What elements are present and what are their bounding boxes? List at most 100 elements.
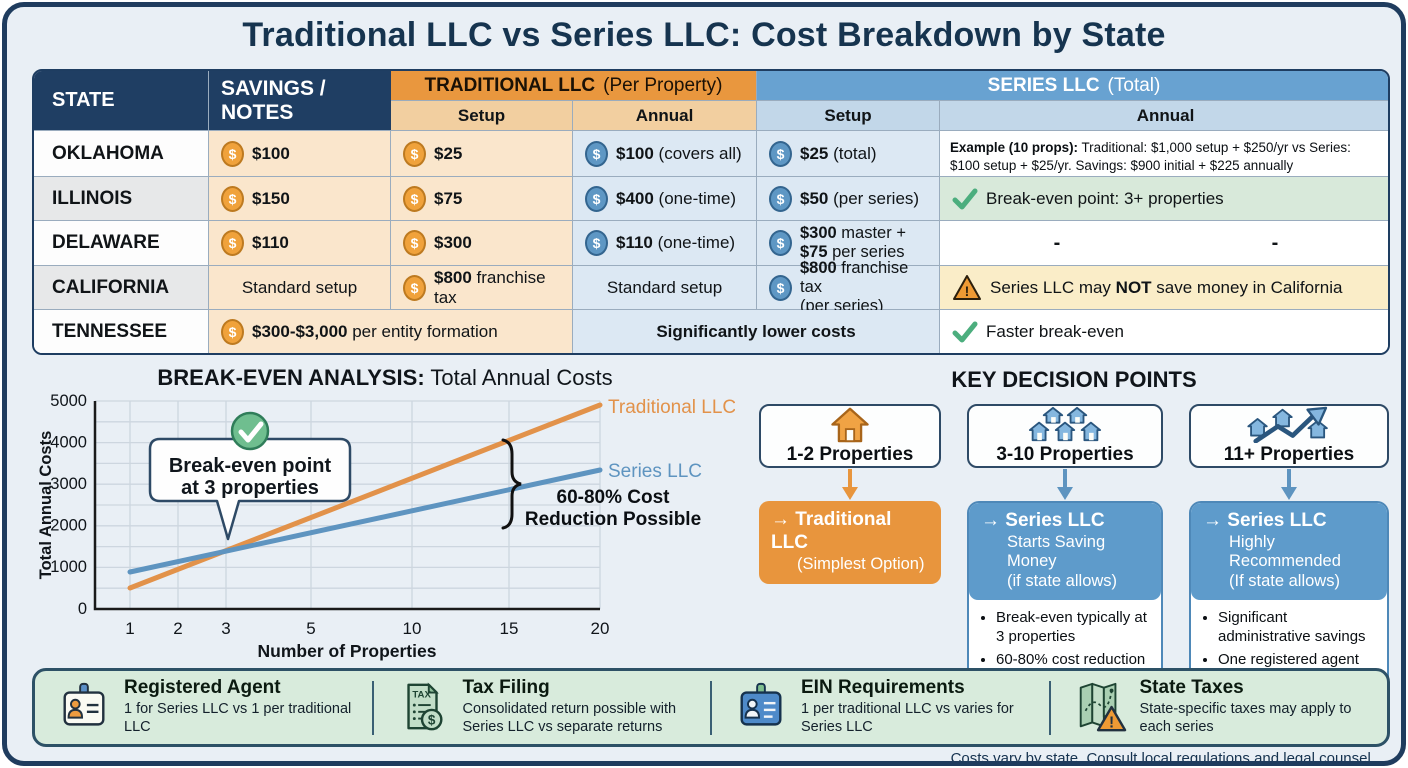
svg-text:TAX: TAX <box>412 690 431 701</box>
column-header-series: SERIES LLC (Total) <box>757 71 1388 101</box>
series-header-bold: SERIES LLC <box>987 74 1100 96</box>
note-text: Break-even point: 3+ properties <box>986 188 1224 208</box>
dollar-coin-icon: $ <box>221 185 244 212</box>
notes-cell: Break-even point: 3+ properties <box>940 177 1388 221</box>
subheader-traditional-setup: Setup <box>391 101 573 131</box>
dollar-coin-icon: $ <box>403 140 426 167</box>
subheader-traditional-annual: Annual <box>573 101 757 131</box>
notes-cell: - - <box>940 221 1388 266</box>
divider <box>710 680 712 735</box>
dollar-coin-icon: $ <box>221 230 244 256</box>
callout-line2: at 3 properties <box>181 477 319 499</box>
traditional-setup-cell: $ $110 <box>209 221 391 266</box>
footer-item-ein-requirements: EIN Requirements 1 per traditional LLC v… <box>712 677 1049 736</box>
box-note: (if state allows) <box>1007 571 1118 590</box>
legend-traditional-llcs: Traditional LLCs <box>608 397 735 418</box>
dollar-coin-icon: $ <box>769 230 792 256</box>
cell-text: $50 (per series) <box>800 188 920 208</box>
cell-text: $300-$3,000 per entity formation <box>252 321 498 341</box>
break-even-chart: 0 1000 2000 3000 4000 5000 1 2 3 5 10 15… <box>37 392 735 661</box>
state-name: OKLAHOMA <box>34 131 209 177</box>
callout-line1: Break-even point <box>169 455 332 477</box>
box-title: → Series LLC <box>981 510 1105 531</box>
footer-item-desc: 1 per traditional LLC vs varies for Seri… <box>801 701 1014 735</box>
y-axis-ticks: 0 1000 2000 3000 4000 5000 <box>50 392 87 618</box>
key-decision-points: KEY DECISION POINTS 1-2 Properties → Tra… <box>753 367 1395 700</box>
footer-item-tax-filing: TAX $ Tax Filing Consolidated return pos… <box>374 677 711 736</box>
cell-amount: $75 <box>434 188 463 208</box>
warning-icon: ! <box>953 275 981 300</box>
brace-label-line2: Reduction Possible <box>525 509 701 530</box>
svg-text:3000: 3000 <box>50 475 87 493</box>
arrow-down-icon <box>1057 468 1073 500</box>
svg-text:15: 15 <box>500 619 519 638</box>
column-header-traditional: TRADITIONAL LLC (Per Property) <box>391 71 757 101</box>
traditional-header-normal: (Per Property) <box>603 74 723 96</box>
bullet-item: Significant administrative savings <box>1218 609 1379 646</box>
column-header-savings-notes: SAVINGS / NOTES <box>209 71 391 131</box>
x-axis-label: Number of Properties <box>258 641 437 661</box>
subheader-series-setup: Setup <box>757 101 940 131</box>
cell-amount: $100 <box>252 143 290 163</box>
state-name: ILLINOIS <box>34 177 209 221</box>
divider <box>1048 680 1051 735</box>
decision-card-1-2-properties: 1-2 Properties → Traditional LLC (Simple… <box>759 404 941 699</box>
dash: - <box>1271 231 1279 254</box>
cell-amount: $150 <box>252 188 290 208</box>
x-axis-ticks: 1 2 3 5 10 15 20 <box>125 619 609 638</box>
svg-text:0: 0 <box>78 600 87 618</box>
series-llc-line <box>127 467 603 575</box>
svg-text:5: 5 <box>306 619 315 638</box>
svg-text:20: 20 <box>591 619 610 638</box>
y-axis-label: Total Annual Costs <box>37 431 55 580</box>
footer-item-desc: State-specific taxes may apply to each s… <box>1139 701 1352 735</box>
svg-text:5000: 5000 <box>50 392 87 410</box>
bullet-item: Break-even typically at 3 properties <box>996 609 1153 646</box>
chart-title: BREAK-EVEN ANALYSIS: Total Annual Costs <box>157 365 613 390</box>
id-badge-icon <box>63 683 105 727</box>
box-subtitle: (Simplest Option) <box>797 554 925 573</box>
footer-item-desc: Consolidated return possible with Series… <box>462 701 677 735</box>
cell-text: $800 franchise tax <box>434 267 546 307</box>
svg-text:10: 10 <box>403 619 422 638</box>
series-annual-cell: $ $800 franchise tax (per series) <box>757 259 940 315</box>
arrow-down-icon <box>1281 468 1297 500</box>
dollar-coin-icon: $ <box>585 230 608 256</box>
box-subtitle: Highly Recommended <box>1229 532 1341 571</box>
check-circle-icon <box>230 411 270 451</box>
traditional-combined-cell: $ $300-$3,000 per entity formation <box>209 310 573 353</box>
houses-growth-icon <box>1247 406 1328 443</box>
ein-badge-icon <box>740 683 782 727</box>
traditional-annual-cell: $ $25 <box>391 131 573 177</box>
map-warning-icon: ! <box>1079 683 1126 732</box>
chart-axes <box>93 401 600 611</box>
cell-text: $25 (total) <box>800 143 877 163</box>
svg-text:2: 2 <box>173 619 182 638</box>
dollar-coin-icon: $ <box>403 230 426 256</box>
traditional-header-bold: TRADITIONAL LLC <box>424 74 596 96</box>
notes-cell: Example (10 props): Traditional: $1,000 … <box>940 131 1388 177</box>
cell-text: $800 franchise tax (per series) <box>800 259 909 315</box>
box-title: → Traditional LLC <box>771 509 892 553</box>
state-name: CALIFORNIA <box>34 266 209 310</box>
svg-text:4000: 4000 <box>50 434 87 452</box>
series-setup-cell: $ $110 (one-time) <box>573 221 757 266</box>
dollar-coin-icon: $ <box>769 185 792 212</box>
cell-text: $100 (covers all) <box>616 143 742 163</box>
series-setup-cell: $ $400 (one-time) <box>573 177 757 221</box>
notes-cell: ! Series LLC may NOT save money in Calif… <box>940 266 1388 310</box>
page-title: Traditional LLC vs Series LLC: Cost Brea… <box>242 16 1166 54</box>
footer-item-title: Tax Filing <box>462 677 550 699</box>
box-title: → Series LLC <box>1203 510 1327 531</box>
cell-amount: $25 <box>434 143 463 163</box>
dollar-coin-icon: $ <box>221 140 244 167</box>
svg-text:2000: 2000 <box>50 517 87 535</box>
dollar-coin-icon: $ <box>403 274 426 301</box>
decision-card-3-10-properties: 3-10 Properties → Series LLC Starts Savi… <box>967 404 1163 700</box>
cell-text: $110 (one-time) <box>616 233 736 252</box>
check-icon <box>952 321 978 342</box>
svg-text:$: $ <box>427 713 435 728</box>
series-annual-cell: $ $25 (total) <box>757 131 940 177</box>
traditional-setup-cell: Standard setup <box>209 266 391 310</box>
series-setup-cell: Standard setup <box>573 266 757 310</box>
